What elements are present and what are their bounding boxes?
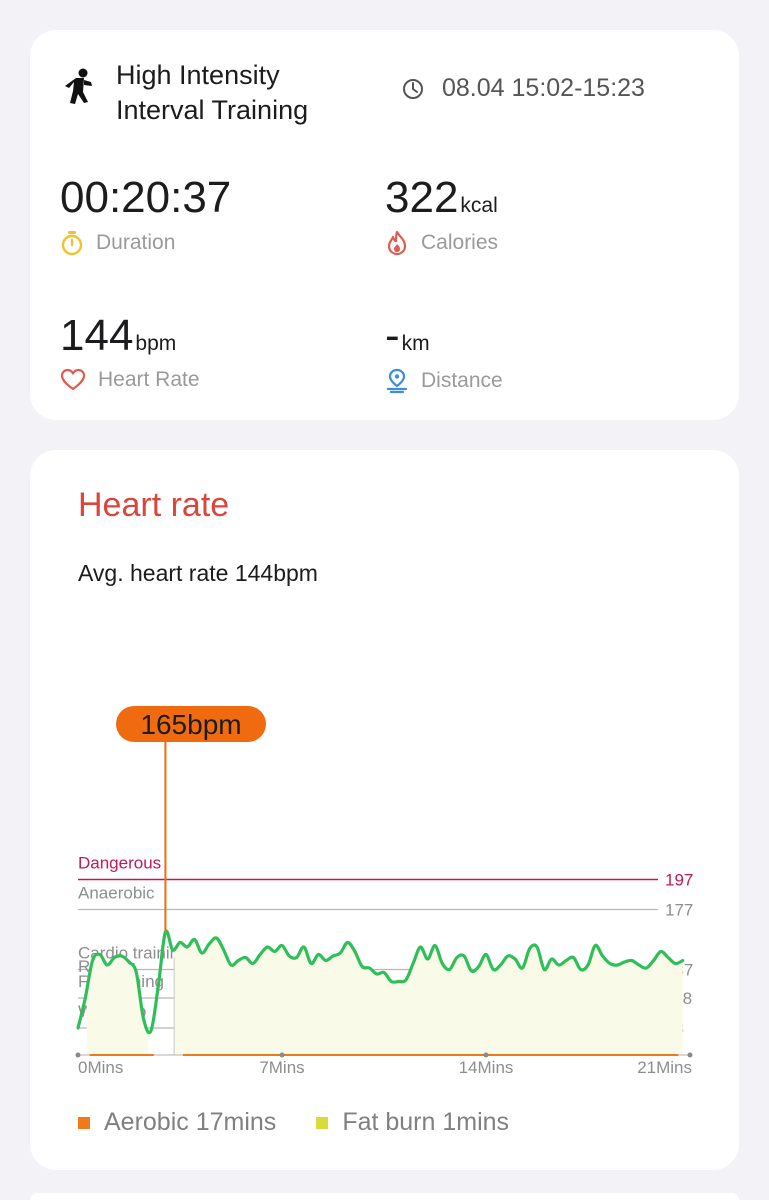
legend-swatch-aerobic	[78, 1116, 90, 1129]
heart-rate-line	[76, 929, 685, 1035]
calories-metric: 322kcal Calories	[385, 176, 498, 256]
legend-item-fat-burn: Fat burn 1mins	[316, 1108, 509, 1137]
legend-label-fat-burn: Fat burn 1mins	[342, 1108, 510, 1136]
workout-time: 08.04 15:02-15:23	[402, 74, 645, 103]
heart-rate-card: Heart rate Avg. heart rate 144bpm 197 Dan…	[30, 450, 739, 1170]
flame-icon	[387, 230, 407, 256]
stopwatch-icon	[61, 231, 83, 256]
distance-unit: km	[401, 332, 430, 355]
duration-label: Duration	[96, 231, 176, 254]
clock-icon	[403, 78, 423, 99]
next-card-peek	[30, 1193, 739, 1200]
workout-summary-card: High Intensity Interval Training 08.04 1…	[30, 30, 739, 420]
zone-label-dangerous: Dangerous	[78, 854, 161, 873]
avg-heart-rate-text: Avg. heart rate 144bpm	[78, 560, 318, 586]
zone-threshold-anaerobic: 177	[665, 901, 693, 920]
heart-rate-label: Heart Rate	[98, 368, 200, 391]
workout-title-line2: Interval Training	[116, 95, 309, 125]
legend-swatch-fat-burn	[316, 1116, 329, 1129]
zone-threshold-dangerous: 197	[665, 871, 693, 890]
heart-rate-title: Heart rate	[78, 486, 230, 524]
location-pin-icon	[386, 368, 408, 394]
running-person-icon	[65, 68, 92, 104]
duration-metric: 00:20:37 Duration	[60, 176, 233, 256]
x-tick-label: 21Mins	[637, 1058, 692, 1077]
calories-value: 322	[385, 173, 459, 222]
legend-label-aerobic: Aerobic 17mins	[104, 1108, 277, 1136]
heart-rate-metric: 144bpm Heart Rate	[60, 314, 200, 392]
peak-badge	[116, 706, 266, 742]
x-tick-label: 7Mins	[259, 1058, 304, 1077]
zone-label-anaerobic: Anaerobic	[78, 884, 155, 903]
workout-time-text: 08.04 15:02-15:23	[442, 74, 645, 102]
heart-icon	[60, 368, 86, 391]
legend-item-aerobic: Aerobic 17mins	[78, 1108, 276, 1137]
x-tick-dot	[687, 1052, 693, 1058]
x-tick-dot	[483, 1052, 489, 1058]
fill-segment	[174, 930, 683, 1055]
peak-label: 165bpm	[140, 709, 241, 740]
distance-metric: -km Distance	[385, 314, 503, 394]
heart-rate-value: 144	[60, 311, 134, 360]
distance-value: -	[385, 311, 400, 360]
workout-title: High Intensity Interval Training	[116, 58, 308, 128]
x-tick-label: 0Mins	[78, 1058, 123, 1077]
heart-rate-unit: bpm	[135, 332, 177, 355]
duration-value: 00:20:37	[60, 173, 232, 222]
x-tick-dot	[279, 1052, 285, 1058]
zone-legend: Aerobic 17mins Fat burn 1mins	[78, 1108, 509, 1137]
calories-unit: kcal	[460, 194, 498, 217]
x-tick-dot	[75, 1052, 81, 1058]
distance-label: Distance	[421, 369, 503, 392]
chart-fill-area	[86, 930, 683, 1055]
workout-title-line1: High Intensity	[116, 60, 280, 90]
heart-rate-chart: 197Dangerous177Anaerobic137Cardio traini…	[75, 706, 693, 1077]
calories-label: Calories	[421, 231, 499, 254]
x-tick-label: 14Mins	[459, 1058, 514, 1077]
